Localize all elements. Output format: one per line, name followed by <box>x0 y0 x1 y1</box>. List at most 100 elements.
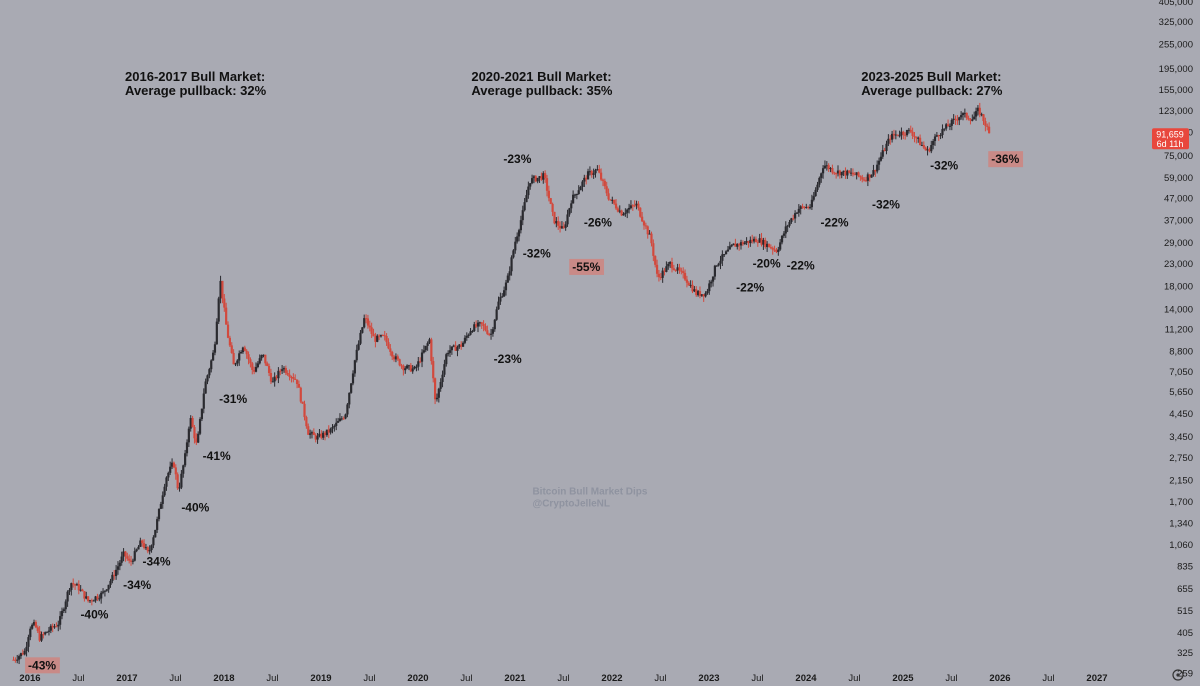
candle-body <box>232 352 235 365</box>
candle-body <box>225 307 228 325</box>
candle-body <box>303 403 306 418</box>
candle-body <box>499 297 502 302</box>
bull-market-pullback: Average pullback: 32% <box>125 83 267 98</box>
candle-body <box>60 611 64 617</box>
y-tick-label: 325 <box>1177 648 1193 659</box>
candle-body <box>150 545 153 551</box>
candle-body <box>833 172 836 174</box>
candle-body <box>814 189 817 197</box>
candle-body <box>36 627 39 632</box>
candle-body <box>144 547 148 549</box>
candle-body <box>642 221 646 226</box>
candle-body <box>730 245 733 247</box>
candle-body <box>611 199 614 201</box>
candle-body <box>139 540 142 547</box>
candle-body <box>749 239 752 244</box>
candle-body <box>422 350 425 353</box>
candle-body <box>849 172 853 174</box>
candle-body <box>898 135 901 137</box>
candle-body <box>773 249 776 251</box>
dip-label: -34% <box>123 578 151 592</box>
candle-body <box>228 337 231 346</box>
candle-body <box>907 129 910 131</box>
candle-body <box>154 529 157 538</box>
candle-body <box>803 206 806 208</box>
candle-body <box>734 243 737 247</box>
candle-body <box>627 207 631 210</box>
candle-body <box>879 156 883 161</box>
candle-body <box>331 427 334 429</box>
x-tick-label: 2017 <box>116 673 137 684</box>
candle-body <box>764 239 767 247</box>
candle-body <box>187 428 190 443</box>
candle-body <box>29 628 32 638</box>
candle-body <box>286 372 289 375</box>
candle-body <box>503 290 506 297</box>
candle-body <box>586 171 590 180</box>
candle-body <box>256 363 259 368</box>
candle-body <box>945 124 948 129</box>
candle-body <box>128 558 131 561</box>
candle-body <box>592 173 595 175</box>
candle-body <box>663 270 666 272</box>
candle-body <box>90 600 93 602</box>
y-tick-label: 835 <box>1177 562 1193 573</box>
candle-body <box>861 177 864 180</box>
candle-body <box>594 170 597 174</box>
candle-body <box>928 149 931 152</box>
candle-body <box>922 145 925 148</box>
settings-icon[interactable] <box>1172 669 1184 681</box>
candle-body <box>504 282 508 291</box>
candle-body <box>254 367 258 372</box>
candle-body <box>460 344 463 347</box>
candle-body <box>361 327 364 333</box>
candle-body <box>66 591 69 602</box>
candle-body <box>156 519 159 530</box>
candle-body <box>706 291 709 294</box>
candle-body <box>506 275 509 283</box>
current-price-tag[interactable] <box>1152 128 1189 150</box>
candle-body <box>398 359 401 366</box>
candle-body <box>868 174 871 178</box>
candle-body <box>178 487 181 489</box>
candle-body <box>307 426 310 435</box>
candle-body <box>126 556 129 559</box>
candle-body <box>603 180 606 187</box>
candle-body <box>514 241 517 251</box>
candle-body <box>437 388 440 398</box>
candle-body <box>941 129 944 136</box>
candle-body <box>544 173 547 179</box>
candle-body <box>771 247 774 250</box>
candle-body <box>486 330 489 334</box>
candle-body <box>340 418 343 420</box>
candle-body <box>717 263 720 266</box>
candle-body <box>281 369 284 371</box>
candle-body <box>629 205 633 208</box>
x-tick-label: 2016 <box>19 673 40 684</box>
candle-body <box>353 360 356 374</box>
candle-body <box>64 601 67 610</box>
y-tick-label: 23,000 <box>1164 259 1193 270</box>
candle-body <box>971 119 974 121</box>
candle-body <box>305 417 308 427</box>
candle-body <box>825 165 828 167</box>
candle-body <box>892 133 896 136</box>
candle-body <box>512 250 515 258</box>
candle-body <box>530 178 534 184</box>
candle-body <box>107 584 110 590</box>
candle-body <box>738 243 741 246</box>
candle-body <box>573 194 577 196</box>
candle-body <box>81 589 84 592</box>
candle-body <box>751 239 754 242</box>
candle-body <box>320 433 323 438</box>
candle-body <box>19 653 23 657</box>
x-tick-label: 2019 <box>310 673 331 684</box>
bull-market-title: 2020-2021 Bull Market: <box>471 69 611 84</box>
dip-highlight <box>988 151 1024 168</box>
candle-body <box>45 631 49 633</box>
time-axis[interactable]: 2016 Jul 2017 Jul 2018 Jul 2019 Jul 2020 Jul 2021 J… <box>19 673 1107 684</box>
candle-body <box>346 404 349 415</box>
candle-body <box>79 589 82 591</box>
x-tick-label: Jul <box>557 673 569 684</box>
